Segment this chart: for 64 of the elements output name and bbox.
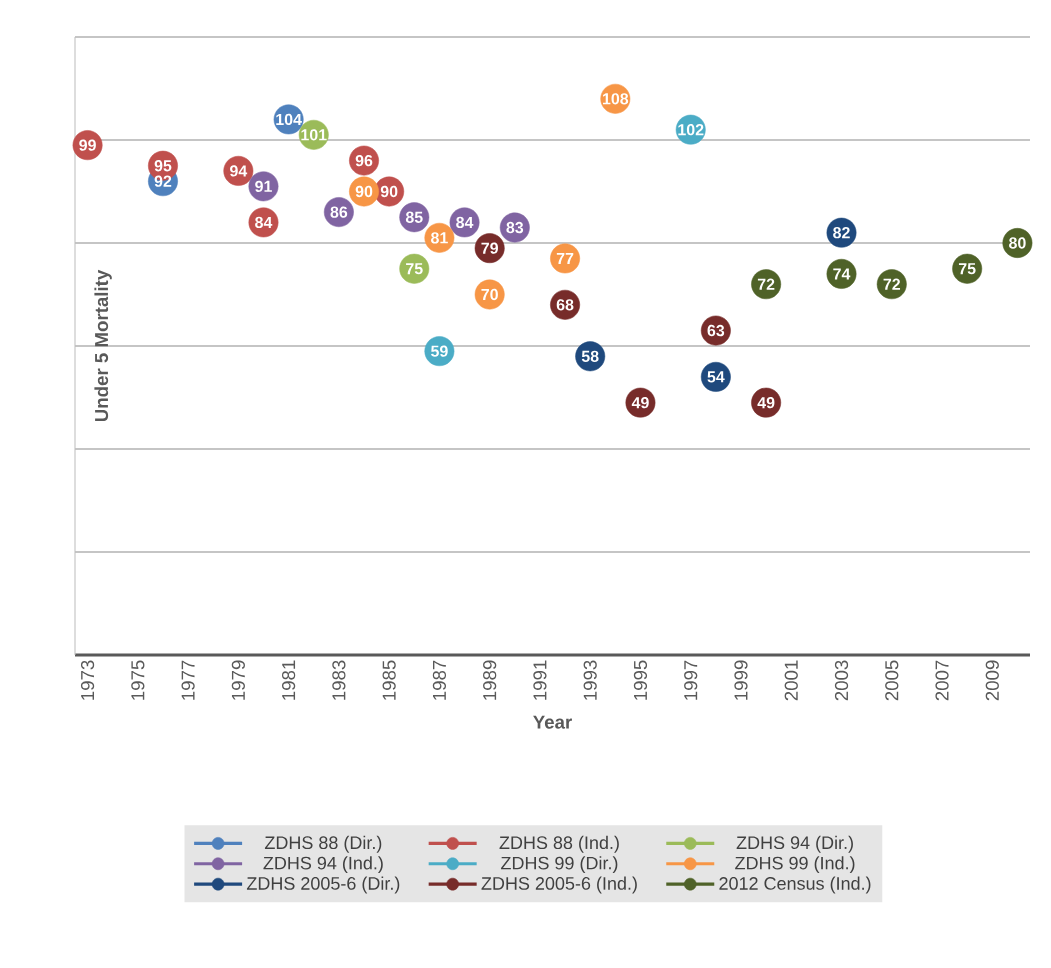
- data-label: 77: [556, 252, 574, 264]
- data-label: 86: [330, 206, 348, 218]
- data-label: 49: [631, 396, 649, 409]
- legend-label: ZDHS 99 (Ind.): [735, 856, 855, 874]
- data-label: 102: [678, 124, 704, 136]
- data-label: 101: [301, 129, 327, 141]
- x-axis-title: Year: [533, 715, 572, 729]
- data-label: 75: [406, 263, 423, 275]
- legend-label: ZDHS 2005-6 (Ind.): [481, 876, 637, 894]
- x-tick-label: 1983: [332, 660, 346, 700]
- data-label: 95: [154, 160, 172, 172]
- data-label: 80: [1009, 237, 1026, 249]
- data-label: 90: [355, 185, 373, 198]
- data-label: 72: [757, 278, 775, 290]
- x-tick-label: 1989: [483, 660, 497, 700]
- x-tick-label: 1993: [583, 660, 597, 700]
- data-label: 74: [833, 268, 851, 280]
- data-label: 99: [79, 139, 96, 151]
- y-axis-title: Under 5 Mortality: [94, 269, 112, 422]
- x-tick-label: 2007: [935, 660, 949, 701]
- x-tick-label: 2005: [885, 660, 899, 701]
- x-tick-label: 1997: [684, 660, 698, 700]
- x-tick-label: 1975: [131, 660, 145, 700]
- x-tick-label: 1979: [231, 660, 245, 700]
- data-label: 49: [757, 396, 775, 409]
- data-label: 75: [958, 263, 976, 275]
- x-tick-label: 1981: [282, 660, 296, 700]
- data-label: 94: [230, 165, 248, 177]
- data-label: 82: [833, 227, 850, 239]
- x-tick-label: 1973: [80, 660, 95, 700]
- data-label: 68: [556, 299, 574, 311]
- x-tick-label: 2009: [985, 660, 999, 701]
- data-label: 58: [581, 350, 599, 362]
- x-tick-label: 2001: [784, 660, 798, 701]
- data-label: 84: [255, 216, 273, 229]
- x-tick-label: 1977: [181, 660, 195, 700]
- legend-label: ZDHS 99 (Dir.): [501, 856, 618, 874]
- data-label: 63: [707, 324, 725, 337]
- data-label: 91: [255, 180, 272, 192]
- data-label: 59: [431, 345, 448, 357]
- legend-label: ZDHS 94 (Dir.): [736, 835, 853, 853]
- data-label: 54: [707, 371, 725, 383]
- legend-label: ZDHS 88 (Dir.): [264, 835, 382, 853]
- legend-label: 2012 Census (Ind.): [719, 876, 871, 894]
- data-label: 83: [506, 221, 524, 234]
- data-label: 108: [602, 93, 629, 105]
- x-tick-label: 1995: [633, 660, 648, 700]
- data-label: 84: [456, 216, 474, 229]
- legend-label: ZDHS 2005-6 (Dir.): [246, 876, 400, 894]
- x-tick-label: 1991: [533, 660, 547, 700]
- data-label: 90: [380, 185, 398, 198]
- data-label: 85: [405, 211, 423, 223]
- data-label: 72: [883, 278, 901, 290]
- x-tick-label: 1987: [432, 660, 447, 700]
- data-label: 104: [276, 113, 302, 126]
- data-label: 96: [355, 154, 373, 167]
- data-label: 70: [481, 288, 498, 301]
- legend-label: ZDHS 88 (Ind.): [499, 835, 619, 853]
- x-tick-label: 1985: [382, 660, 396, 700]
- legend-label: ZDHS 94 (Ind.): [263, 856, 383, 874]
- data-label: 79: [481, 242, 498, 254]
- x-tick-label: 2003: [834, 660, 849, 701]
- data-label: 81: [431, 232, 448, 244]
- x-tick-label: 1999: [734, 660, 748, 700]
